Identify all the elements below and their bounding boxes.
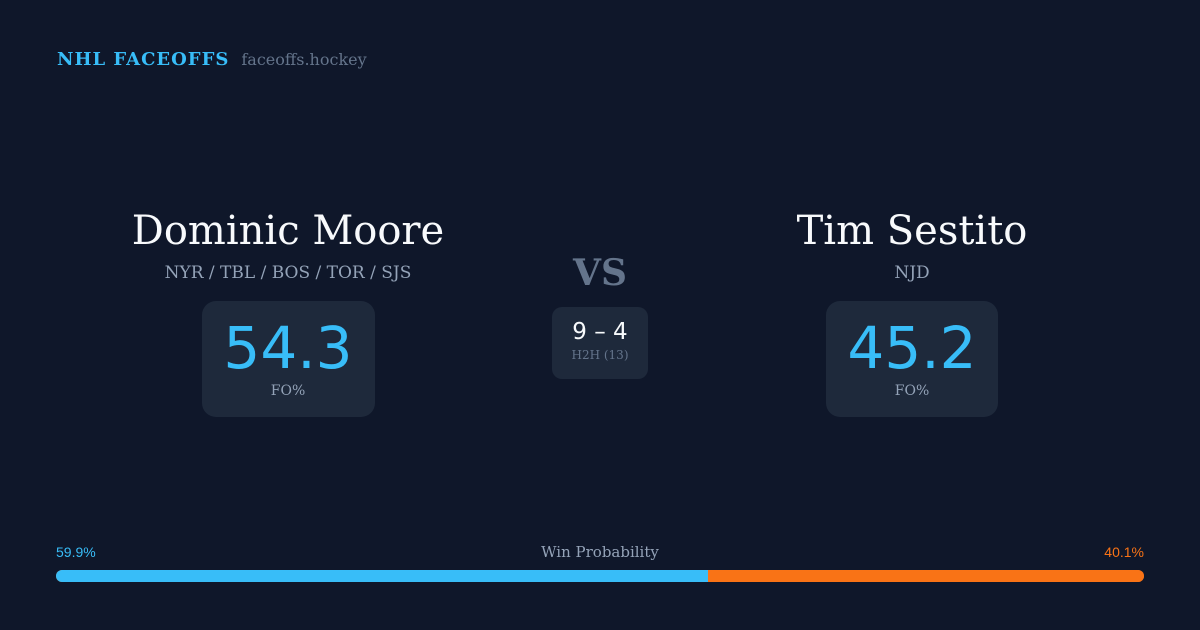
h2h-label: H2H (13) [571,348,629,362]
player-1-fo-card: 54.3 FO% [201,301,375,417]
player-2-name: Tim Sestito [796,208,1028,254]
player-1-fo-label: FO% [270,383,306,399]
vs-label: VS [573,252,627,294]
win-prob-bar-left [56,570,708,582]
player-2-fo-pct: 45.2 [847,314,977,382]
player-1-fo-pct: 54.3 [223,314,353,382]
win-prob-right: 40.1% [1104,544,1144,560]
win-prob-left: 59.9% [56,544,96,560]
win-prob-title: Win Probability [541,543,659,561]
player-2: Tim Sestito NJD 45.2 FO% [712,205,1112,417]
h2h-score: 9 – 4 [572,319,628,345]
brand-site: faceoffs.hockey [241,50,367,69]
win-probability-bar [56,570,1144,582]
h2h-card: 9 – 4 H2H (13) [552,307,648,379]
player-1: Dominic Moore NYR / TBL / BOS / TOR / SJ… [88,205,488,417]
player-1-teams: NYR / TBL / BOS / TOR / SJS [164,263,412,283]
win-prob-bar-right [707,570,1144,582]
player-2-teams: NJD [894,263,930,283]
brand: NHL FACEOFFS faceoffs.hockey [57,49,367,70]
player-1-name: Dominic Moore [131,208,445,254]
player-2-fo-label: FO% [894,383,930,399]
player-2-fo-card: 45.2 FO% [826,301,998,417]
brand-title: NHL FACEOFFS [57,49,230,70]
